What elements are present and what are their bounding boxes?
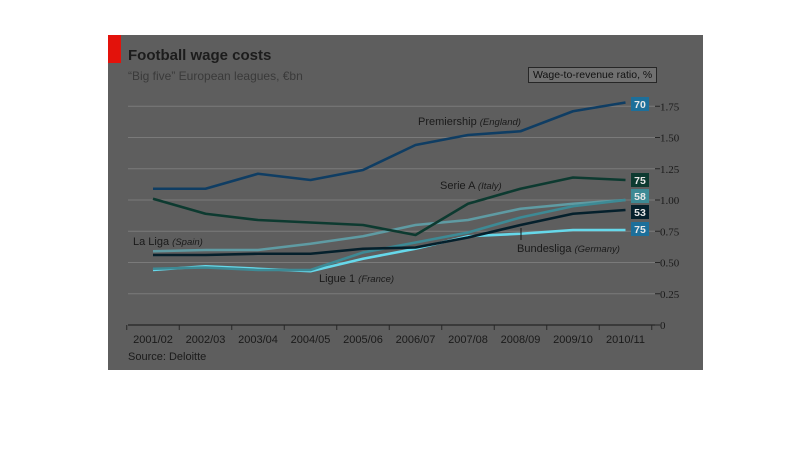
series-label-name: Premiership — [418, 116, 480, 128]
series-label: Serie A (Italy) — [440, 180, 502, 192]
series-label: Premiership (England) — [418, 116, 521, 128]
x-tick-label: 2009/10 — [553, 334, 593, 346]
series-label: Ligue 1 (France) — [319, 273, 394, 285]
ratio-badges: 70 75 58 53 75 — [631, 97, 649, 236]
y-tick-label: 1.75 — [660, 101, 680, 113]
y-tick-label: 0 — [660, 320, 666, 332]
ratio-badge-value: 53 — [634, 207, 646, 219]
x-tick-label: 2005/06 — [343, 334, 383, 346]
series-line — [153, 208, 626, 257]
x-tick-label: 2006/07 — [396, 334, 436, 346]
chart-title: Football wage costs — [128, 47, 272, 64]
ratio-legend-title: Wage-to-revenue ratio, % — [528, 67, 658, 83]
ratio-badge-value: 75 — [634, 224, 646, 236]
series-label-name: La Liga — [133, 236, 172, 248]
x-tick-label: 2003/04 — [238, 334, 278, 346]
brand-tag — [108, 35, 121, 63]
x-tick-label: 2001/02 — [133, 334, 173, 346]
series-label-country: (Spain) — [172, 237, 203, 248]
series-label-country: (France) — [358, 274, 394, 285]
series-lines — [152, 101, 626, 273]
y-tick-label: 1.50 — [660, 133, 680, 145]
series-label-country: (Germany) — [575, 244, 620, 255]
series-label: La Liga (Spain) — [133, 236, 203, 248]
ratio-badge-value: 58 — [634, 191, 646, 203]
series-label-name: Bundesliga — [517, 243, 575, 255]
x-tick-label: 2002/03 — [186, 334, 226, 346]
x-tick-label: 2008/09 — [501, 334, 541, 346]
axes: 0 0.25 0.50 0.75 1.00 1.25 1.50 1.75 2001/02 2002… — [126, 101, 680, 346]
ratio-badge — [631, 222, 649, 236]
series-label-country: (Italy) — [478, 181, 502, 192]
series-label: Bundesliga (Germany) — [517, 243, 620, 255]
chart-subtitle: “Big five” European leagues, €bn — [128, 69, 303, 83]
x-tick-label: 2004/05 — [291, 334, 331, 346]
source-note: Source: Deloitte — [128, 351, 207, 363]
y-tick-label: 0.75 — [660, 226, 680, 238]
y-tick-label: 1.25 — [660, 164, 680, 176]
series-label-name: Serie A — [440, 180, 478, 192]
series-labels: Premiership (England) Serie A (Italy) Ligu… — [133, 116, 620, 285]
y-tick-label: 0.50 — [660, 258, 680, 270]
ratio-badge — [631, 205, 649, 219]
series-line — [153, 101, 626, 191]
x-tick-label: 2010/11 — [606, 334, 645, 346]
series-line — [152, 198, 626, 272]
series-line — [152, 176, 626, 237]
y-tick-label: 1.00 — [660, 195, 680, 207]
y-tick-label: 0.25 — [660, 289, 680, 301]
ratio-badge — [631, 189, 649, 203]
ratio-badge-value: 75 — [634, 175, 646, 187]
ratio-badge-value: 70 — [634, 99, 646, 111]
series-label-country: (England) — [480, 117, 521, 128]
series-label-name: Ligue 1 — [319, 273, 358, 285]
ratio-badge — [631, 97, 649, 111]
ratio-badge — [631, 173, 649, 187]
x-tick-label: 2007/08 — [448, 334, 488, 346]
